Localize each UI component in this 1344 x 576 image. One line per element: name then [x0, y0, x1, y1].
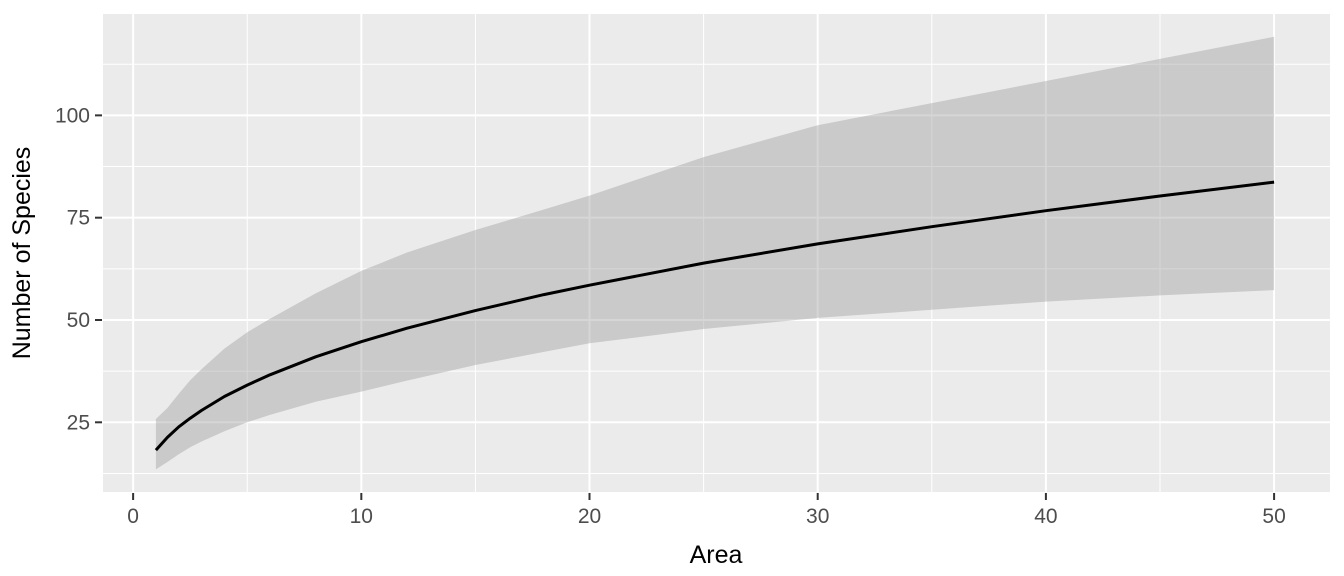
x-tick-label: 0	[127, 505, 139, 528]
panel-background	[103, 14, 1330, 492]
plot-panel	[103, 14, 1330, 492]
axes: 0 10 20 30 40 50 25 50 75 100	[55, 104, 1286, 528]
x-tick-label: 10	[350, 505, 373, 528]
fitted-curve	[154, 180, 1275, 452]
y-tick-label: 50	[67, 309, 90, 332]
confidence-ribbon	[155, 36, 1275, 470]
y-tick-label: 75	[67, 207, 90, 230]
y-tick-label: 100	[55, 104, 90, 127]
x-tick-label: 30	[806, 505, 829, 528]
x-tick-label: 20	[578, 505, 601, 528]
x-axis-title: Area	[690, 541, 743, 569]
y-axis-title: Number of Species	[8, 147, 36, 360]
y-tick-label: 25	[67, 411, 90, 434]
x-tick-label: 50	[1262, 505, 1285, 528]
x-tick-label: 40	[1034, 505, 1057, 528]
